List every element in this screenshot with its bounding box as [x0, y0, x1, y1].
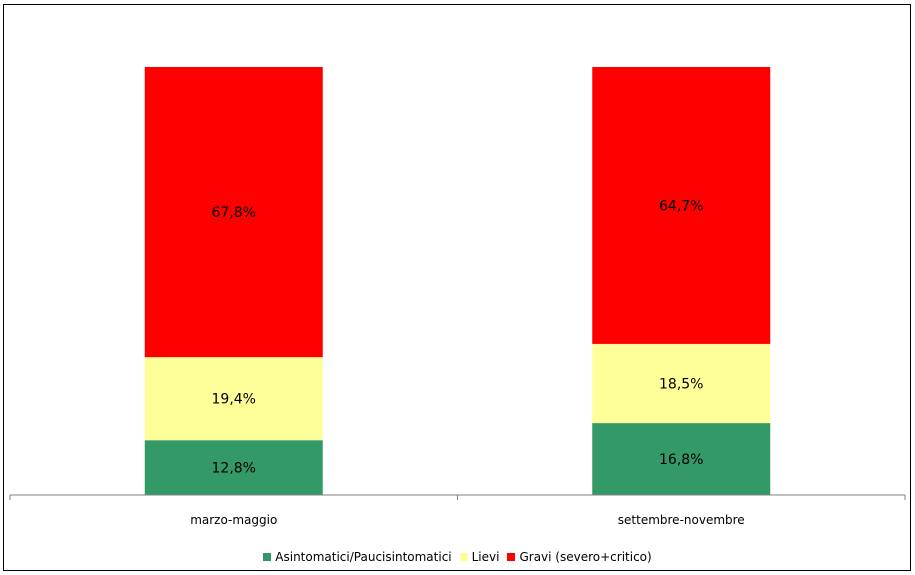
x-tick-label-0: marzo-maggio	[190, 513, 277, 527]
data-label-0-1: 16,8%	[659, 452, 703, 468]
legend-label-gravi: Gravi (severo+critico)	[519, 550, 652, 564]
data-label-2-1: 64,7%	[659, 198, 703, 214]
bar-segment-1-1	[592, 343, 771, 424]
legend-item-lievi: Lievi	[459, 550, 500, 564]
legend-swatch-lievi	[459, 553, 468, 561]
bar-segment-0-0	[144, 440, 323, 495]
bar-segment-0-1	[592, 423, 771, 495]
legend-swatch-asintomatici	[263, 553, 272, 561]
legend-item-gravi: Gravi (severo+critico)	[507, 550, 652, 564]
data-label-2-0: 67,8%	[212, 205, 256, 221]
legend-swatch-gravi	[507, 553, 516, 561]
bar-segment-2-1	[592, 67, 771, 344]
x-tick-label-1: settembre-novembre	[618, 513, 745, 527]
x-axis: marzo-maggio settembre-novembre	[9, 494, 906, 527]
legend-item-asintomatici: Asintomatici/Paucisintomatici	[263, 550, 452, 564]
bars-layer: 12,8% 19,4% 67,8% 16,8% 18,5% 64,7%	[144, 67, 771, 495]
bar-segment-2-0	[144, 67, 323, 358]
legend-label-lievi: Lievi	[471, 550, 500, 564]
legend: Asintomatici/Paucisintomatici Lievi Grav…	[0, 547, 915, 567]
data-label-1-1: 18,5%	[659, 377, 703, 393]
data-label-0-0: 12,8%	[212, 461, 256, 477]
legend-label-asintomatici: Asintomatici/Paucisintomatici	[275, 550, 452, 564]
data-label-1-0: 19,4%	[212, 392, 256, 408]
bar-segment-1-0	[144, 357, 323, 441]
